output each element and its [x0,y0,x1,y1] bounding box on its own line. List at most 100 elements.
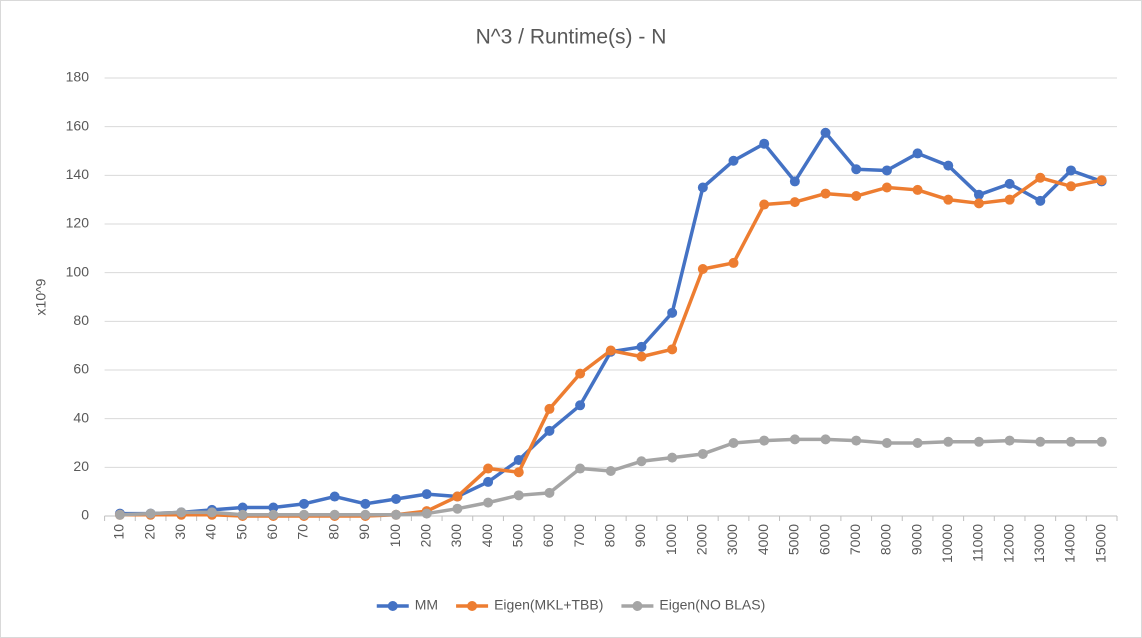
data-point [268,502,279,513]
data-point [820,434,831,445]
x-tick-label: 2000 [694,524,710,555]
data-point [697,448,708,459]
data-point [1004,178,1015,189]
data-point [697,182,708,193]
data-point [912,438,923,448]
data-point [605,345,616,356]
data-point [268,509,279,520]
x-tick-label: 3000 [724,524,740,555]
data-point [360,498,371,509]
data-point [881,438,892,448]
legend-label: Eigen(NO BLAS) [659,597,765,613]
data-point [575,463,586,474]
data-point [789,176,800,187]
data-point [789,197,800,208]
data-point [483,476,494,487]
legend-marker [387,601,398,611]
chart-title: N^3 / Runtime(s) - N [476,26,667,49]
y-tick-label: 60 [73,361,89,377]
data-point [759,435,770,446]
data-point [1065,436,1076,447]
data-point [513,455,524,466]
x-tick-label: 80 [325,524,341,540]
y-tick-label: 120 [66,215,90,231]
data-point [1065,181,1076,192]
data-point [789,434,800,445]
data-point [943,160,954,171]
data-point [728,438,739,448]
data-point [636,351,647,362]
x-tick-label: 300 [448,524,464,548]
x-tick-label: 10 [111,524,127,540]
data-point [544,403,555,414]
data-point [1035,436,1046,447]
x-tick-label: 200 [417,524,433,548]
y-tick-label: 0 [81,507,89,523]
data-point [237,502,248,513]
data-point [881,165,892,176]
y-tick-label: 160 [66,117,90,133]
data-point [114,509,125,520]
y-tick-label: 180 [66,69,90,85]
data-point [973,198,984,209]
data-point [483,497,494,508]
x-tick-label: 5000 [786,524,802,555]
data-point [421,489,432,500]
x-tick-label: 100 [387,524,403,548]
data-point [299,498,310,509]
data-point [145,508,156,519]
x-tick-label: 600 [540,524,556,548]
data-point [728,257,739,268]
data-point [513,467,524,478]
y-axis-title: x10^9 [33,278,49,315]
data-point [881,182,892,193]
data-point [851,435,862,446]
data-point [1035,172,1046,183]
data-point [759,199,770,210]
data-point [452,491,463,502]
x-tick-label: 1000 [663,524,679,555]
x-tick-label: 14000 [1062,524,1078,563]
x-tick-label: 30 [172,524,188,540]
x-tick-label: 70 [295,524,311,540]
x-tick-label: 6000 [816,524,832,555]
data-point [605,465,616,476]
x-tick-label: 10000 [939,524,955,563]
data-point [1004,435,1015,446]
data-point [452,503,463,514]
data-point [544,487,555,498]
data-point [759,138,770,149]
data-point [973,189,984,200]
data-point [544,425,555,436]
data-point [1065,165,1076,176]
data-point [483,463,494,474]
x-tick-label: 4000 [755,524,771,555]
data-point [1035,195,1046,206]
legend-label: Eigen(MKL+TBB) [494,597,603,613]
data-point [636,456,647,467]
x-tick-label: 11000 [970,524,986,562]
legend-label: MM [415,597,438,613]
x-tick-label: 9000 [908,524,924,555]
x-tick-label: 12000 [1000,524,1016,563]
x-tick-label: 90 [356,524,372,540]
data-point [360,509,371,520]
data-point [820,188,831,199]
legend-marker [632,601,643,611]
y-tick-label: 100 [66,263,90,279]
data-point [575,368,586,379]
x-tick-label: 8000 [878,524,894,555]
data-point [636,341,647,352]
y-tick-label: 40 [73,409,89,425]
data-point [851,191,862,202]
x-tick-label: 40 [203,524,219,540]
data-point [513,490,524,501]
data-point [1096,436,1107,447]
data-point [575,400,586,411]
data-point [667,344,678,355]
x-tick-label: 400 [479,524,495,548]
data-point [912,184,923,195]
x-tick-label: 50 [233,524,249,540]
